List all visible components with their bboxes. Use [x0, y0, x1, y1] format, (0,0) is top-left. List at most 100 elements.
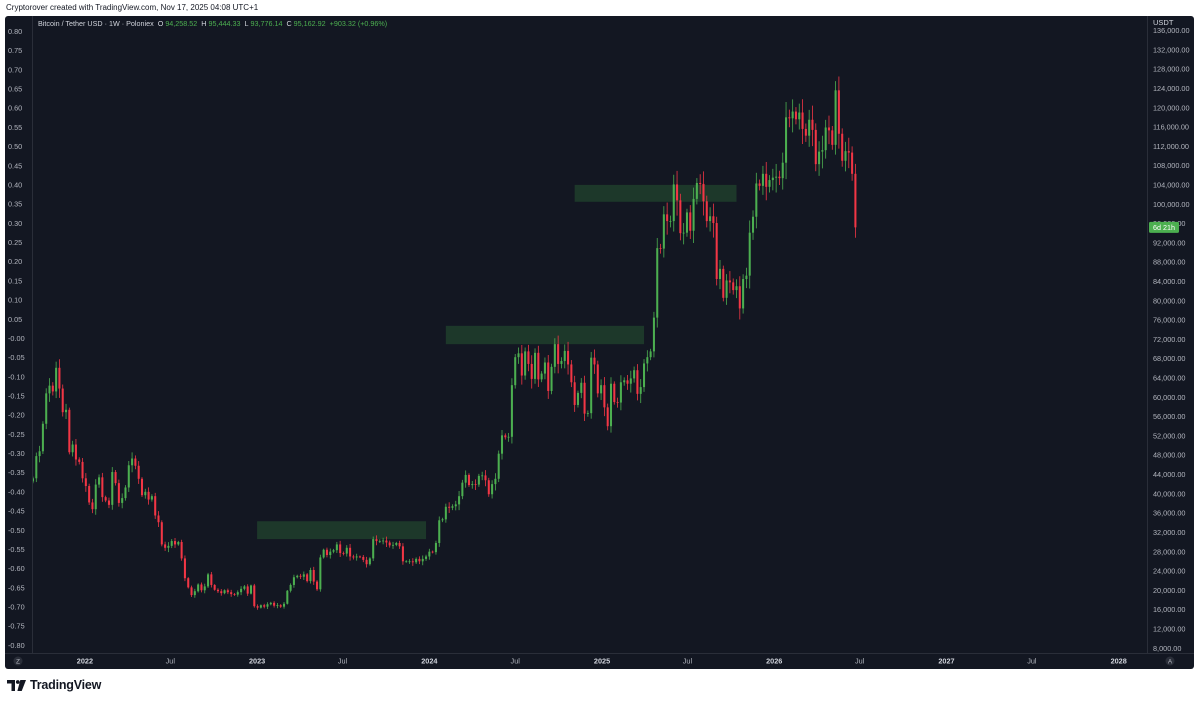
candle [124, 485, 127, 501]
candle [606, 403, 609, 431]
candle [342, 551, 345, 556]
candle [596, 360, 599, 398]
candle-body [160, 522, 163, 545]
price-tick-label: 116,000.00 [1153, 123, 1189, 132]
price-tick-label: 136,000.00 [1153, 26, 1190, 35]
candle [778, 170, 781, 186]
chart-panel[interactable]: 0.80 0.75 0.70 0.65 0.60 0.55 0.50 0.45 0.40 0.35… [5, 16, 1194, 669]
candle [715, 216, 718, 286]
candle-body [385, 540, 388, 543]
candle-body [722, 268, 725, 298]
price-tick-label: 16,000.00 [1153, 605, 1185, 614]
candle [600, 379, 603, 400]
candle-body [712, 216, 715, 224]
candle [718, 260, 722, 290]
candle [249, 584, 253, 595]
candle-body [814, 129, 817, 165]
candle [821, 135, 824, 169]
candle [781, 152, 784, 190]
left-tick-label: -0.20 [8, 411, 25, 420]
candle-body [761, 173, 764, 186]
candle-body [197, 584, 200, 592]
candle [517, 347, 520, 364]
candle-body [137, 465, 140, 479]
candle [441, 517, 444, 523]
candle [732, 278, 735, 295]
time-tick-label: 2025 [594, 657, 610, 666]
candle [190, 585, 193, 597]
open-label: O [157, 19, 164, 28]
candle-body [441, 519, 444, 521]
candle [550, 363, 553, 395]
support-resistance-zone[interactable] [574, 184, 737, 202]
left-tick-label: -0.50 [8, 526, 25, 535]
candle-body [467, 474, 470, 486]
candle [302, 571, 305, 580]
candle-body [266, 604, 269, 607]
support-resistance-zone[interactable] [445, 325, 645, 345]
candle [808, 109, 811, 147]
left-tick-label: -0.55 [8, 545, 25, 554]
candle-body [421, 558, 424, 562]
candle [117, 479, 120, 507]
auto-scale-button[interactable]: A [1165, 656, 1175, 666]
candle [180, 539, 183, 561]
support-resistance-zone[interactable] [257, 521, 427, 540]
time-tick-label: Jul [855, 657, 865, 666]
candle-body [289, 584, 292, 591]
candle-body [309, 569, 312, 582]
price-tick-label: 128,000.00 [1153, 65, 1190, 74]
candle [603, 377, 606, 417]
candle [728, 271, 731, 294]
candle-body [580, 382, 583, 393]
left-tick-label: 0.30 [8, 219, 22, 228]
candle [709, 207, 712, 232]
candle-body [510, 385, 513, 437]
candle-body [471, 484, 474, 486]
candle [837, 76, 840, 149]
candle [246, 584, 249, 596]
candle-body [428, 551, 431, 557]
candle [45, 388, 48, 430]
candle [203, 583, 206, 594]
candle [263, 603, 266, 609]
candle [71, 440, 74, 457]
price-chart[interactable]: 0.80 0.75 0.70 0.65 0.60 0.55 0.50 0.45 0.40 0.35… [5, 16, 1194, 669]
candle [385, 536, 388, 548]
candle [847, 137, 850, 169]
candle-body [679, 200, 682, 234]
candle [240, 586, 243, 596]
candle-body [590, 357, 593, 414]
candle [580, 378, 583, 399]
credit-text: Cryptorover created with TradingView.com… [6, 3, 259, 12]
candle [41, 421, 44, 454]
candle-body [788, 117, 791, 119]
price-tick-label: 40,000.00 [1153, 489, 1185, 498]
candle [629, 370, 632, 393]
candle [253, 583, 256, 608]
candle [527, 344, 530, 372]
candle [150, 494, 153, 502]
left-tick-label: -0.05 [8, 353, 25, 362]
candle-body [216, 589, 219, 592]
credit-bar: Cryptorover created with TradingView.com… [0, 0, 1199, 16]
candle [319, 554, 322, 592]
candle [48, 378, 51, 402]
candle-body [666, 214, 669, 222]
candle [504, 433, 507, 440]
candle-body [263, 605, 266, 607]
tradingview-logo[interactable]: TradingView [7, 678, 101, 692]
candle [616, 397, 619, 408]
time-tick-label: 2028 [1111, 657, 1127, 666]
zoom-reset-label: Z [16, 659, 20, 666]
zoom-reset-button[interactable]: Z [13, 656, 23, 666]
candle [841, 128, 844, 167]
candle-body [623, 380, 626, 383]
candle [316, 580, 319, 591]
candle [659, 243, 662, 254]
candle-body [461, 482, 464, 497]
candle-body [55, 367, 58, 392]
countdown-label: 6d 21h [1153, 223, 1175, 232]
candle [560, 357, 563, 369]
time-tick-label: Jul [511, 657, 521, 666]
